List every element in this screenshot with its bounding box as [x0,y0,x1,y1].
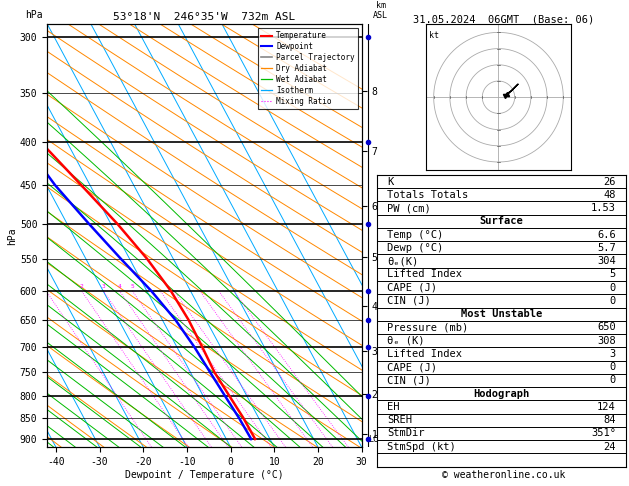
Text: km
ASL: km ASL [373,0,388,20]
Text: Temp (°C): Temp (°C) [387,229,443,240]
Text: K: K [387,176,394,187]
Text: CAPE (J): CAPE (J) [387,283,437,293]
Text: CIN (J): CIN (J) [387,296,431,306]
Text: PW (cm): PW (cm) [387,203,431,213]
Text: θₑ (K): θₑ (K) [387,336,425,346]
Text: hPa: hPa [25,10,43,20]
Text: CIN (J): CIN (J) [387,375,431,385]
Text: Dewp (°C): Dewp (°C) [387,243,443,253]
Text: Hodograph: Hodograph [474,389,530,399]
Text: LCL: LCL [368,434,383,444]
Text: Pressure (mb): Pressure (mb) [387,322,469,332]
Text: 5.7: 5.7 [597,243,616,253]
Text: 124: 124 [597,402,616,412]
Text: CAPE (J): CAPE (J) [387,362,437,372]
Text: Totals Totals: Totals Totals [387,190,469,200]
Title: 53°18'N  246°35'W  732m ASL: 53°18'N 246°35'W 732m ASL [113,12,296,22]
Text: Lifted Index: Lifted Index [387,349,462,359]
Text: 5: 5 [130,284,134,289]
Text: 2: 2 [79,284,83,289]
Text: Surface: Surface [480,216,523,226]
Text: kt: kt [429,31,439,40]
Text: Most Unstable: Most Unstable [461,309,542,319]
Text: © weatheronline.co.uk: © weatheronline.co.uk [442,470,565,480]
Legend: Temperature, Dewpoint, Parcel Trajectory, Dry Adiabat, Wet Adiabat, Isotherm, Mi: Temperature, Dewpoint, Parcel Trajectory… [258,28,358,109]
Text: 1.53: 1.53 [591,203,616,213]
Text: 3: 3 [101,284,105,289]
Text: 308: 308 [597,336,616,346]
Text: θₑ(K): θₑ(K) [387,256,418,266]
Text: 0: 0 [610,362,616,372]
Text: 650: 650 [597,322,616,332]
Text: 4: 4 [118,284,121,289]
Text: 26: 26 [603,176,616,187]
Text: 24: 24 [603,442,616,451]
Text: 0: 0 [610,283,616,293]
Text: SREH: SREH [387,415,413,425]
Text: 3: 3 [610,349,616,359]
Text: 48: 48 [603,190,616,200]
Text: 304: 304 [597,256,616,266]
Text: 0: 0 [610,375,616,385]
Text: Lifted Index: Lifted Index [387,269,462,279]
Text: 0: 0 [610,296,616,306]
Text: EH: EH [387,402,400,412]
Text: 6.6: 6.6 [597,229,616,240]
Y-axis label: hPa: hPa [7,227,17,244]
Text: 351°: 351° [591,429,616,438]
X-axis label: Dewpoint / Temperature (°C): Dewpoint / Temperature (°C) [125,469,284,480]
Text: StmDir: StmDir [387,429,425,438]
Text: 5: 5 [610,269,616,279]
Text: 84: 84 [603,415,616,425]
Text: StmSpd (kt): StmSpd (kt) [387,442,456,451]
Text: 31.05.2024  06GMT  (Base: 06): 31.05.2024 06GMT (Base: 06) [413,15,594,25]
